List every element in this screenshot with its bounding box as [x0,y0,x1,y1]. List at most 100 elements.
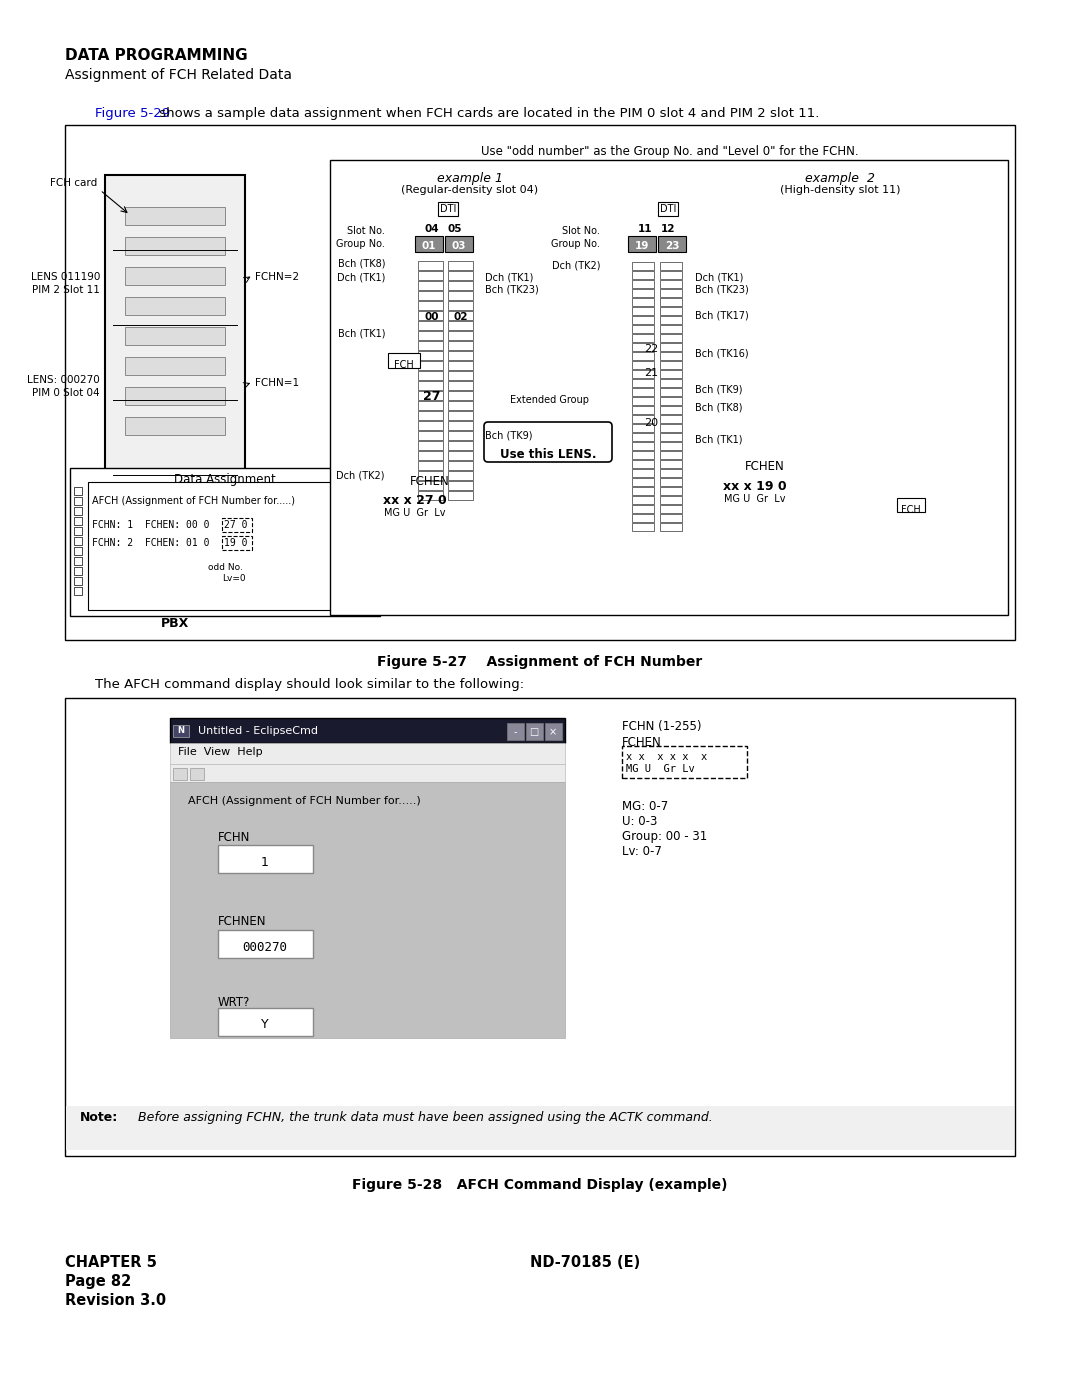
Bar [448,331,473,339]
Bar [65,124,1015,640]
Bar [660,307,681,314]
Bar [418,391,443,400]
Text: Bch (TK16): Bch (TK16) [696,348,748,358]
Text: Revision 3.0: Revision 3.0 [65,1294,166,1308]
Bar [448,281,473,291]
Bar [660,388,681,395]
Bar [418,321,443,330]
Bar [660,344,681,351]
Text: 22: 22 [644,344,658,353]
Bar [660,433,681,441]
Text: FCHN: 2  FCHEN: 01 0: FCHN: 2 FCHEN: 01 0 [92,538,210,548]
Text: Use this LENS.: Use this LENS. [500,448,596,461]
Text: ND-70185 (E): ND-70185 (E) [530,1255,640,1270]
Bar [448,291,473,300]
Bar [448,360,473,370]
Bar [418,351,443,360]
Text: odd No.: odd No. [208,563,243,571]
Text: □: □ [529,726,539,738]
Bar [448,261,473,270]
Text: -: - [513,726,516,738]
Text: LENS: 000270: LENS: 000270 [27,374,100,386]
Text: 12: 12 [661,224,675,235]
Text: WRT?: WRT? [218,996,251,1009]
Bar [632,289,654,298]
Text: FCHN (1-255): FCHN (1-255) [622,719,702,733]
Text: MG: 0-7: MG: 0-7 [622,800,669,813]
Bar [632,360,654,369]
Text: Slot No.: Slot No. [347,226,384,236]
Bar [173,768,187,780]
Text: Dch (TK2): Dch (TK2) [552,260,600,270]
Bar [448,471,473,481]
Text: Use "odd number" as the Group No. and "Level 0" for the FCHN.: Use "odd number" as the Group No. and "L… [482,145,859,158]
Bar [75,557,82,564]
Bar [448,312,473,320]
Bar [632,522,654,531]
Bar [660,478,681,486]
Text: Before assigning FCHN, the trunk data must have been assigned using the ACTK com: Before assigning FCHN, the trunk data mu… [138,1111,713,1125]
Text: Dch (TK1): Dch (TK1) [485,272,534,282]
Text: 000270: 000270 [243,942,287,954]
Text: Bch (TK9): Bch (TK9) [485,430,532,440]
Bar [125,267,225,285]
Bar [448,490,473,500]
Text: Untitled - EclipseCmd: Untitled - EclipseCmd [198,726,318,736]
Bar [660,298,681,306]
Bar [170,764,565,782]
Bar [418,461,443,469]
Bar [65,698,1015,1155]
Text: AFCH (Assignment of FCH Number for.....): AFCH (Assignment of FCH Number for.....) [188,796,421,806]
Text: File  View  Help: File View Help [178,747,262,757]
Text: MG U  Gr  Lv: MG U Gr Lv [384,509,446,518]
Bar [418,271,443,279]
Bar [660,425,681,432]
Bar [418,471,443,481]
Bar [87,482,370,610]
Text: (Regular-density slot 04): (Regular-density slot 04) [402,184,539,196]
Bar [660,415,681,423]
Text: Data Assignment: Data Assignment [174,474,275,486]
Text: Y: Y [261,1018,269,1031]
Bar [632,514,654,522]
Bar [632,334,654,342]
Text: DATA PROGRAMMING: DATA PROGRAMMING [65,47,247,63]
Bar [388,353,420,367]
Bar [632,326,654,332]
Bar [660,316,681,324]
Text: 21: 21 [644,367,658,379]
Text: FCHEN: FCHEN [410,475,450,488]
Bar [448,300,473,310]
Bar [75,527,82,535]
Text: Bch (TK9): Bch (TK9) [696,386,743,395]
Text: FCHN=2: FCHN=2 [255,272,299,282]
Text: Bch (TK17): Bch (TK17) [696,310,748,320]
Text: Figure 5-28   AFCH Command Display (example): Figure 5-28 AFCH Command Display (exampl… [352,1178,728,1192]
Bar [660,279,681,288]
Text: Bch (TK8): Bch (TK8) [696,402,743,412]
Text: DTI: DTI [660,204,676,214]
Bar [632,451,654,460]
Text: FCHNEN: FCHNEN [218,915,267,928]
Bar [105,175,245,550]
Text: PBX: PBX [161,617,189,630]
Bar [418,331,443,339]
Bar [418,411,443,420]
Text: FCHN=1: FCHN=1 [255,379,299,388]
Text: 19: 19 [635,242,649,251]
Bar [418,341,443,351]
Bar [632,433,654,441]
Bar [170,743,565,764]
Bar [632,271,654,279]
Bar [125,327,225,345]
Text: 19 0: 19 0 [224,538,247,548]
Bar [418,432,443,440]
Bar [418,281,443,291]
Text: Group No.: Group No. [336,239,384,249]
Bar [448,391,473,400]
Text: Bch (TK23): Bch (TK23) [485,284,539,293]
Bar [448,441,473,450]
Bar [418,490,443,500]
Text: N: N [177,726,185,735]
Bar [448,351,473,360]
